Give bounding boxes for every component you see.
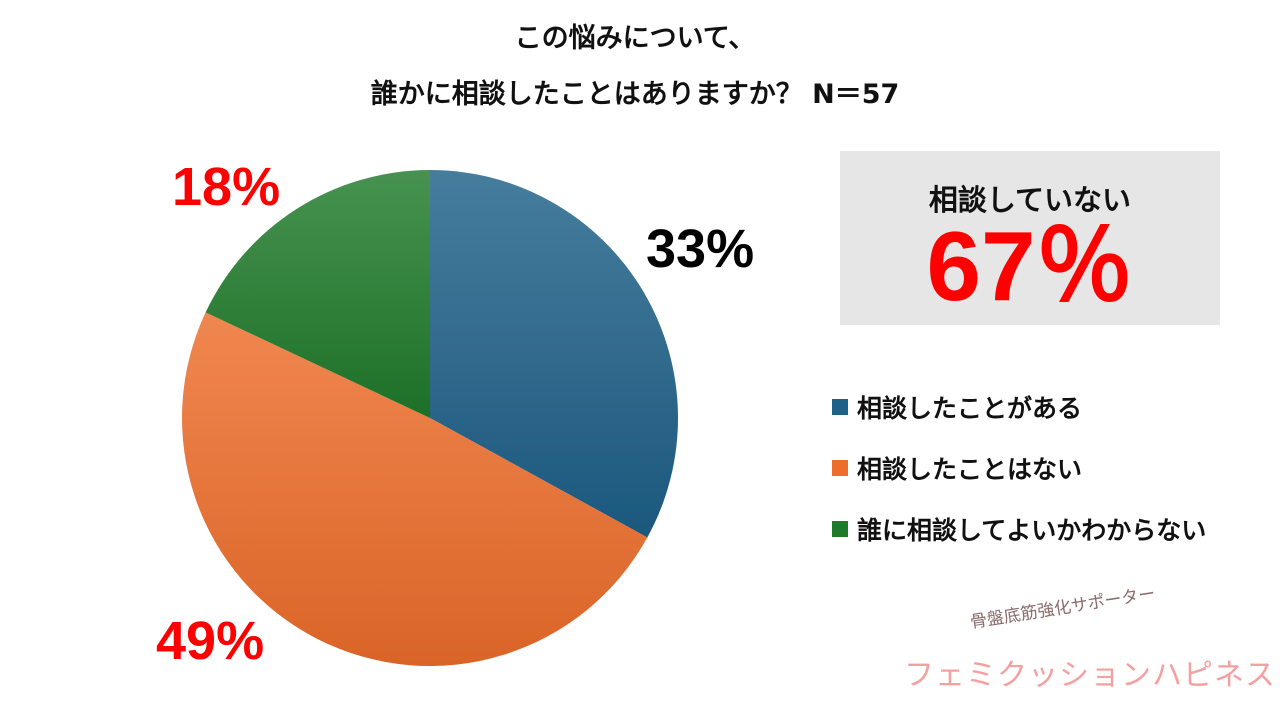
slice-label-3: 18% — [172, 157, 281, 217]
callout-label: 相談していない — [928, 183, 1132, 217]
callout-value: 67％ — [926, 211, 1134, 321]
legend-item-2: 相談したことはない — [832, 437, 1206, 498]
legend-label-1: 相談したことがある — [857, 393, 1083, 423]
logo-wordmark: フェミクッションハピネス — [904, 658, 1276, 693]
callout-box: 相談していない 67％ — [840, 151, 1220, 325]
brand-logo: 骨盤底筋強化サポーター フェミクッションハピネス — [900, 584, 1275, 700]
chart-title-line-1: この悩みについて、 — [514, 23, 756, 54]
chart-title-line-2: 誰かに相談したことはありますか？ N＝57 — [370, 79, 900, 110]
legend-label-2: 相談したことはない — [857, 454, 1083, 484]
chart-legend: 相談したことがある 相談したことはない誰に相談してよいかわからない — [832, 376, 1206, 559]
legend-label-3: 誰に相談してよいかわからない — [857, 515, 1207, 545]
pie-slice-3 — [205, 170, 430, 418]
legend-item-1: 相談したことがある — [832, 376, 1206, 437]
legend-swatch-3 — [832, 520, 848, 537]
legend-swatch-2 — [832, 459, 848, 476]
legend-swatch-1 — [832, 398, 848, 415]
slice-label-1: 33% — [646, 219, 755, 279]
pie-slice-1 — [430, 170, 678, 538]
slice-label-2: 49% — [156, 611, 265, 671]
pie-slice-2 — [182, 312, 648, 666]
legend-item-3: 誰に相談してよいかわからない — [832, 498, 1206, 559]
